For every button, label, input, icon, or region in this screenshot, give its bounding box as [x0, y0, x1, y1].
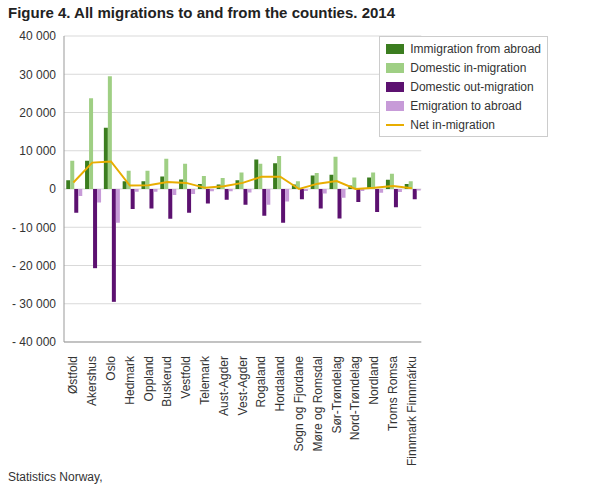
svg-text:Hedmark: Hedmark — [123, 355, 137, 405]
svg-text:Sør-Trøndelag: Sør-Trøndelag — [330, 356, 344, 434]
svg-text:10 000: 10 000 — [19, 144, 56, 158]
svg-text:Østfold: Østfold — [66, 356, 80, 394]
svg-text:Vest-Agder: Vest-Agder — [236, 356, 250, 415]
svg-text:Nord-Trøndelag: Nord-Trøndelag — [348, 356, 362, 440]
html-text:Statistics Norway,: Statistics Norway, — [8, 470, 103, 484]
svg-text:20 000: 20 000 — [19, 106, 56, 120]
svg-text:Telemark: Telemark — [198, 355, 212, 405]
svg-text:- 40 000: - 40 000 — [12, 335, 56, 349]
svg-text:0: 0 — [49, 182, 56, 196]
html-text:Domestic in-migration: Domestic in-migration — [410, 60, 527, 75]
svg-text:Rogaland: Rogaland — [254, 356, 268, 407]
html-text:Figure 4. All migrations to an: Figure 4. All migrations to and from the… — [8, 4, 395, 21]
svg-text:Hordaland: Hordaland — [273, 356, 287, 411]
html-text:Net in-migration: Net in-migration — [410, 117, 495, 132]
svg-text:Oppland: Oppland — [142, 356, 156, 401]
svg-text:Troms Romsa: Troms Romsa — [386, 356, 400, 431]
svg-text:Vestfold: Vestfold — [179, 356, 193, 399]
svg-text:Oslo: Oslo — [104, 356, 118, 381]
svg-text:40 000: 40 000 — [19, 29, 56, 43]
svg-text:- 10 000: - 10 000 — [12, 221, 56, 235]
html-text:Immigration from abroad: Immigration from abroad — [410, 41, 541, 56]
svg-text:Møre og Romsdal: Møre og Romsdal — [311, 356, 325, 451]
svg-text:30 000: 30 000 — [19, 68, 56, 82]
html-text:Domestic out-migration: Domestic out-migration — [410, 79, 534, 94]
svg-text:Akershus: Akershus — [85, 356, 99, 406]
svg-text:- 20 000: - 20 000 — [12, 259, 56, 273]
svg-text:Buskerud: Buskerud — [160, 356, 174, 407]
svg-text:Finnmark Finnmárku: Finnmark Finnmárku — [405, 356, 419, 466]
svg-text:Sogn og Fjordane: Sogn og Fjordane — [292, 356, 306, 452]
svg-text:- 30 000: - 30 000 — [12, 297, 56, 311]
svg-text:Nordland: Nordland — [367, 356, 381, 405]
svg-text:Aust-Agder: Aust-Agder — [217, 356, 231, 416]
html-text:Emigration to abroad: Emigration to abroad — [410, 98, 522, 113]
